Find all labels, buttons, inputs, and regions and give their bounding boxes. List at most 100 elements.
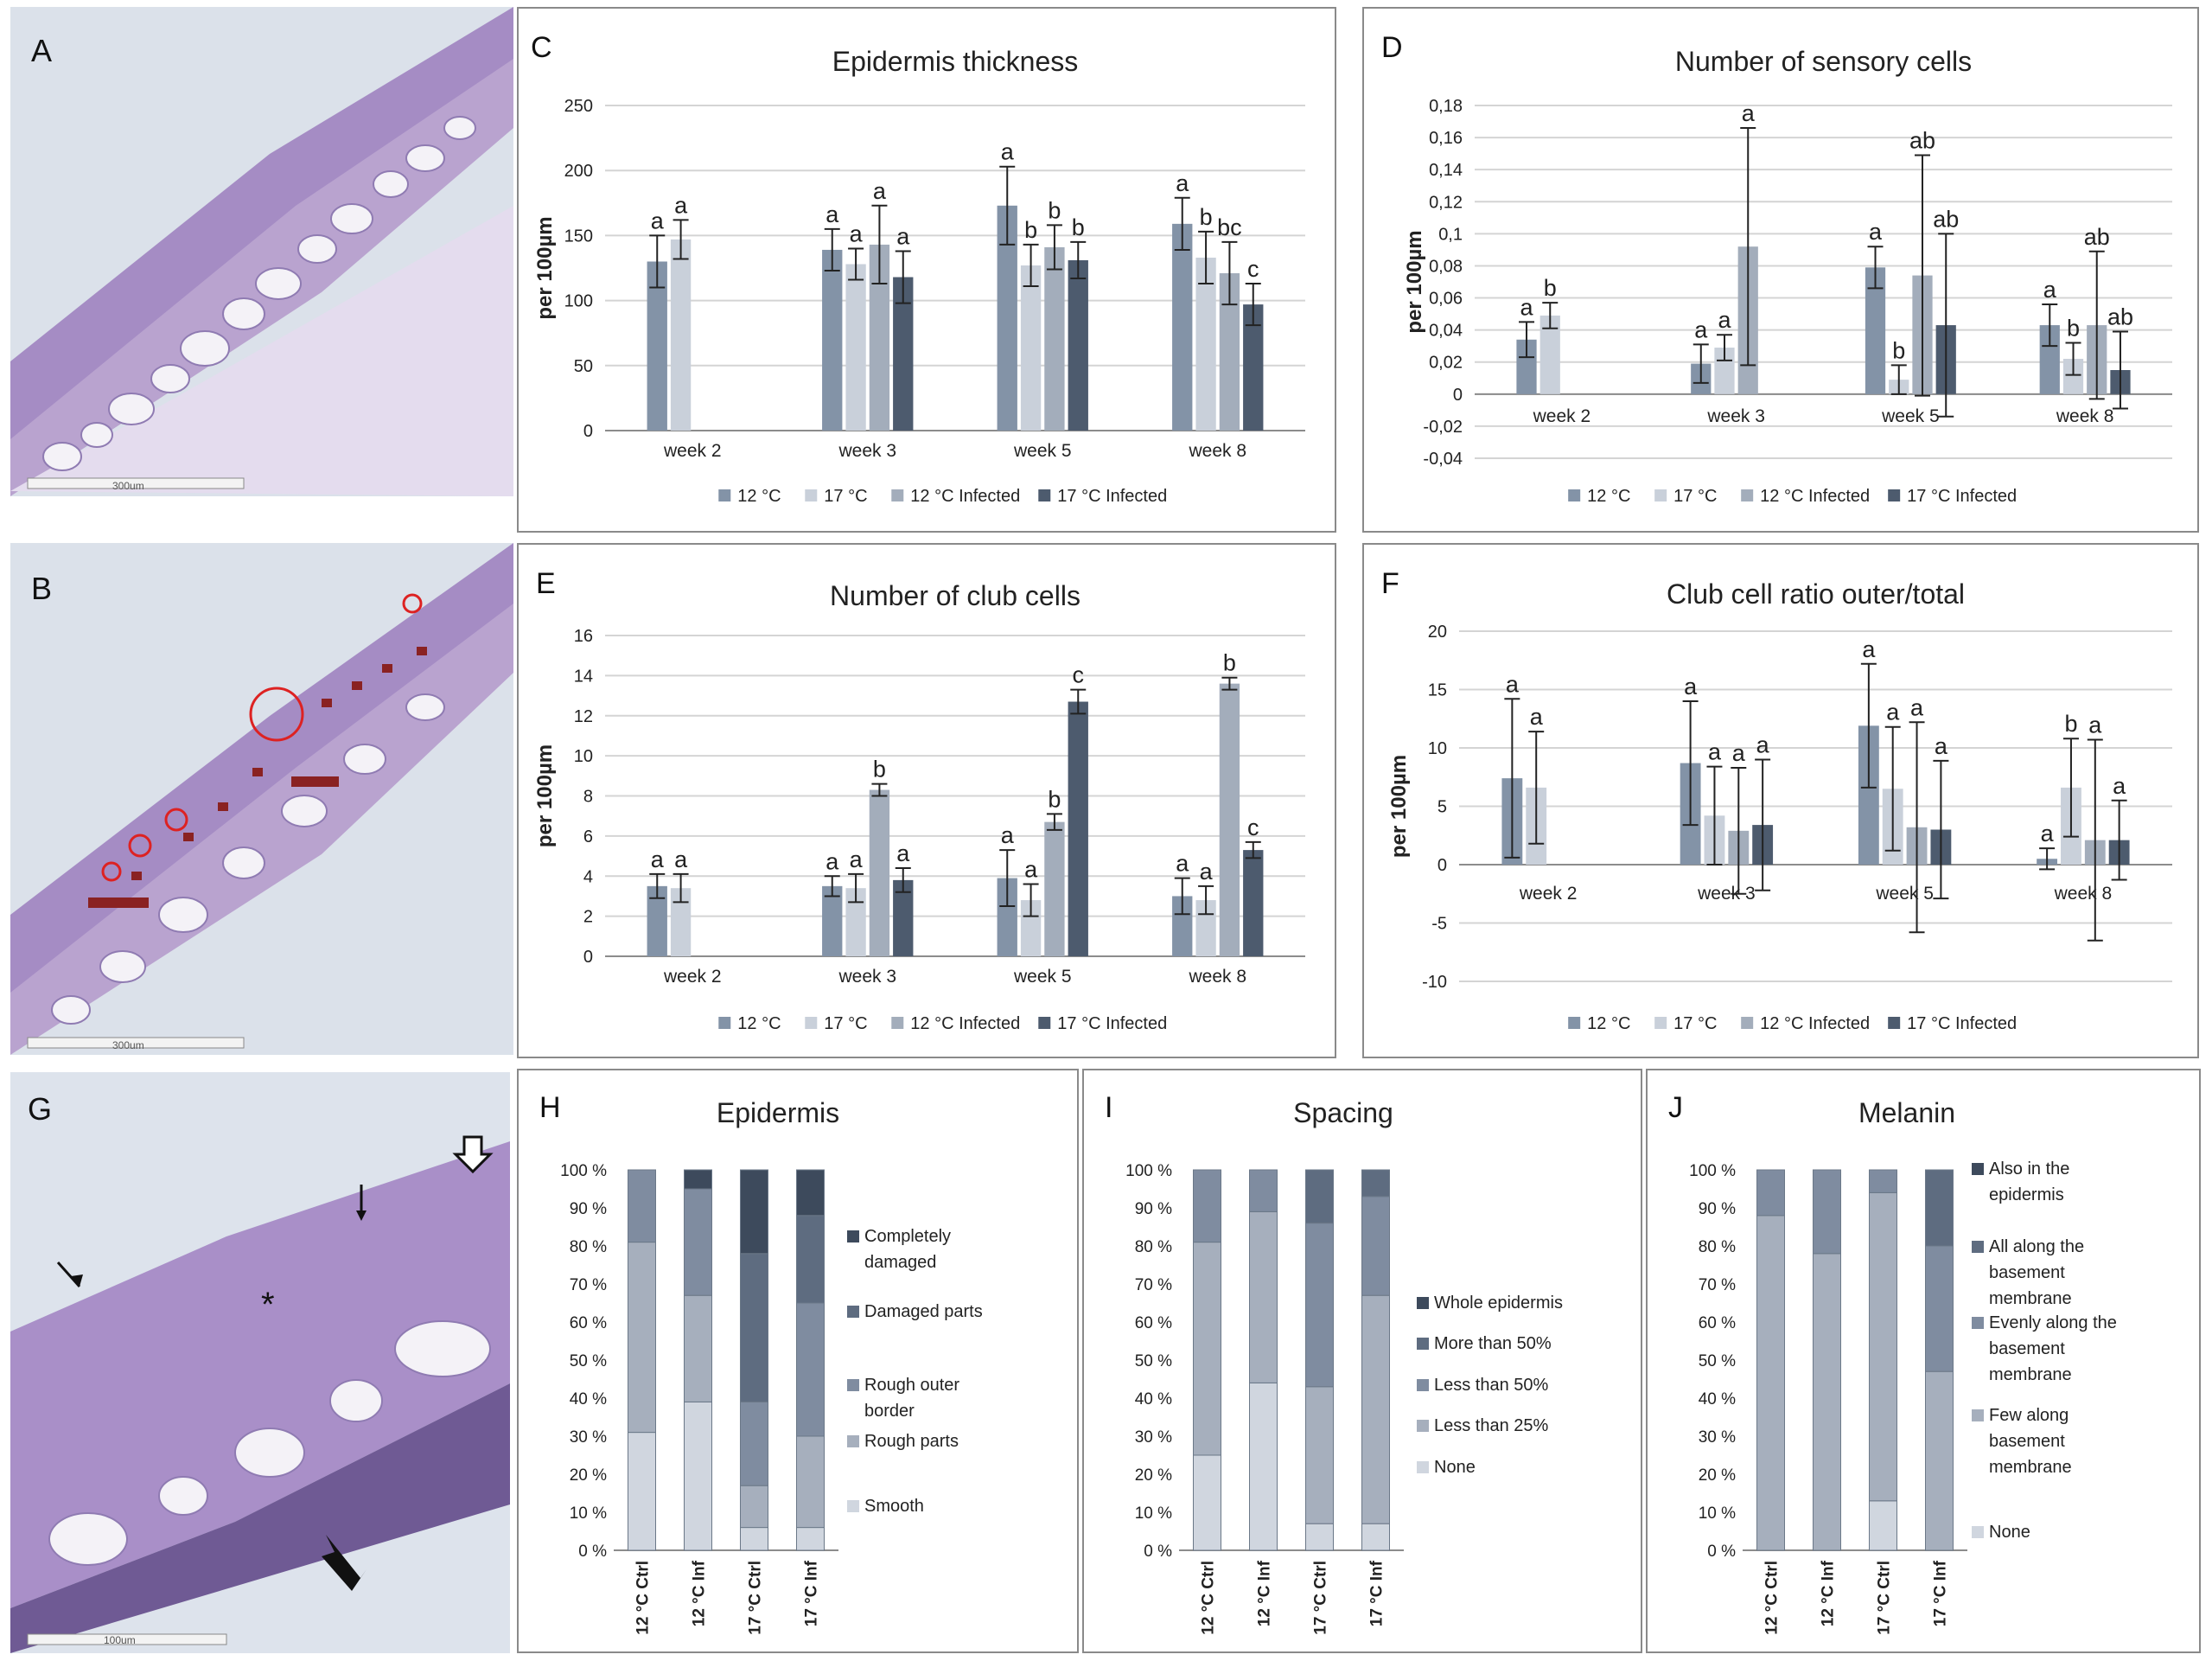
x-tick-label: week 8 xyxy=(2054,884,2113,904)
stacked-segment xyxy=(1813,1253,1841,1551)
stacked-segment xyxy=(1869,1500,1897,1551)
legend-swatch xyxy=(1654,489,1667,501)
stacked-segment xyxy=(796,1215,825,1304)
x-tick-label: week 3 xyxy=(1697,884,1756,904)
bar xyxy=(1858,725,1879,865)
legend-label: 17 °C Infected xyxy=(1057,1014,1167,1033)
stacked-segment xyxy=(1869,1191,1897,1502)
significance-label: a xyxy=(674,192,688,218)
legend-line: epidermis xyxy=(1989,1185,2064,1204)
y-tick-label: 250 xyxy=(564,97,593,116)
x-tick-label: week 3 xyxy=(838,967,896,987)
legend-swatch xyxy=(1972,1317,1984,1329)
significance-label: a xyxy=(896,223,910,249)
y-tick-label: 16 xyxy=(574,627,593,646)
y-tick-label: 60 % xyxy=(1699,1314,1736,1332)
x-tick-label: week 5 xyxy=(1875,884,1934,904)
significance-label: a xyxy=(1708,739,1722,765)
legend-label: 12 °C Infected xyxy=(1760,1014,1870,1033)
significance-label: a xyxy=(1694,316,1708,342)
stacked-segment xyxy=(796,1435,825,1529)
stacked-segment xyxy=(1249,1382,1278,1551)
y-tick-label: 0 xyxy=(1453,386,1463,405)
legend-swatch xyxy=(805,1017,818,1029)
significance-label: ab xyxy=(2084,224,2110,250)
micrograph-a xyxy=(10,7,513,496)
significance-label: b xyxy=(1200,204,1213,230)
legend-swatch xyxy=(805,489,818,501)
x-tick-label: 17 °C Ctrl xyxy=(1312,1561,1330,1635)
micrograph-g-image: * xyxy=(10,1072,510,1653)
significance-label: a xyxy=(1200,859,1214,885)
stacked-segment xyxy=(1193,1169,1221,1243)
legend-line: Evenly along the xyxy=(1989,1313,2117,1332)
legend-swatch xyxy=(891,1017,904,1029)
bar xyxy=(845,264,866,431)
y-tick-label: 30 % xyxy=(1699,1428,1736,1447)
bar xyxy=(1172,223,1193,431)
y-tick-label: 15 xyxy=(1428,681,1447,700)
y-tick-label: 60 % xyxy=(1135,1314,1172,1332)
bar xyxy=(647,261,667,431)
stacked-segment xyxy=(628,1242,656,1434)
x-tick-label: week 8 xyxy=(2056,406,2114,426)
bar xyxy=(1714,348,1735,394)
x-tick-label: 12 °C Ctrl xyxy=(1763,1561,1782,1635)
panel-c: C Epidermis thickness per 100µm 0 50 100 150 2… xyxy=(517,7,1336,533)
y-tick-label: 0,14 xyxy=(1429,161,1463,180)
legend-swatch xyxy=(1417,1338,1429,1350)
x-tick-label: 17 °C Inf xyxy=(1932,1560,1950,1626)
melanin-stacked-chart: Melanin 0 % 10 % 20 % 30 % 40 % 50 % 60 % 70 % 80… xyxy=(1689,1097,2117,1635)
legend-label: 17 °C xyxy=(824,487,867,506)
y-axis-label: per 100µm xyxy=(1403,230,1426,333)
legend-swatch xyxy=(718,489,731,501)
stacked-segment xyxy=(684,1169,712,1190)
y-tick-label: -10 xyxy=(1422,973,1447,992)
significance-label: a xyxy=(826,848,839,874)
significance-label: b xyxy=(1048,786,1061,812)
stacked-segment xyxy=(1756,1169,1785,1217)
significance-label: a xyxy=(1886,699,1900,725)
legend-line: basement xyxy=(1989,1432,2065,1451)
significance-label: ab xyxy=(2107,303,2133,329)
significance-label: a xyxy=(1176,851,1189,877)
y-tick-label: -5 xyxy=(1431,915,1447,934)
spacing-stacked-chart: Spacing 0 % 10 % 20 % 30 % 40 % 50 % 60 % 70 % 80… xyxy=(1125,1097,1563,1635)
legend-swatch xyxy=(1038,1017,1051,1029)
chart-title: Number of sensory cells xyxy=(1675,46,1972,77)
y-tick-label: 50 xyxy=(574,357,593,376)
x-tick-label: week 8 xyxy=(1188,967,1246,987)
x-tick-label: 17 °C Inf xyxy=(803,1560,821,1626)
significance-label: a xyxy=(1176,170,1189,196)
y-tick-label: 100 % xyxy=(560,1162,607,1180)
significance-label: a xyxy=(1530,704,1544,730)
panel-letter-c: C xyxy=(531,31,552,64)
chart-title: Melanin xyxy=(1858,1097,1955,1128)
y-tick-label: 10 % xyxy=(1699,1504,1736,1523)
legend-swatch xyxy=(847,1306,859,1318)
significance-label: a xyxy=(1910,694,1924,720)
bar xyxy=(1219,683,1240,956)
legend-label: 17 °C Infected xyxy=(1057,487,1167,506)
y-tick-label: 0,16 xyxy=(1429,129,1463,148)
legend-label: Rough parts xyxy=(864,1432,959,1451)
legend-line: basement xyxy=(1989,1339,2065,1358)
panel-letter-j: J xyxy=(1668,1091,1683,1124)
legend-line: Also in the xyxy=(1989,1159,2069,1179)
bar xyxy=(822,885,843,956)
panel-letter-f: F xyxy=(1381,567,1399,600)
epidermis-stacked-chart: Epidermis 0 % 10 % 20 % 30 % 40 % 50 % 60 % 70 %… xyxy=(560,1097,983,1635)
legend-swatch xyxy=(1972,1241,1984,1253)
bar xyxy=(869,244,890,431)
bar xyxy=(1068,259,1088,431)
y-tick-label: 0,06 xyxy=(1429,290,1463,309)
panel-letter-h: H xyxy=(539,1091,561,1124)
legend-line: Rough outer xyxy=(864,1376,959,1395)
bar xyxy=(1516,339,1537,394)
stacked-segment xyxy=(740,1253,768,1402)
y-axis-label: per 100µm xyxy=(533,744,557,847)
x-tick-label: week 2 xyxy=(663,967,722,987)
stacked-segment xyxy=(1249,1169,1278,1212)
y-tick-label: 10 xyxy=(1428,739,1447,758)
legend-line: membrane xyxy=(1989,1458,2072,1477)
